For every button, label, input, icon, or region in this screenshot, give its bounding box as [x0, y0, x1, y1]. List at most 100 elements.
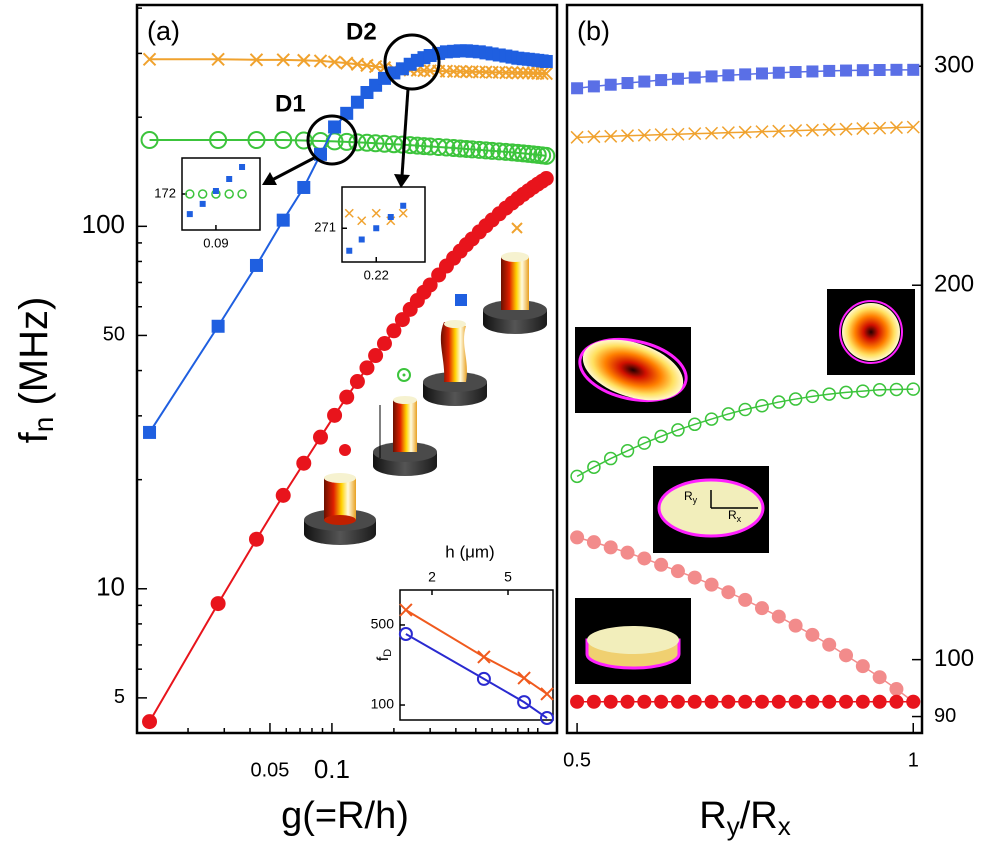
marker: [637, 551, 652, 566]
marker: [856, 122, 870, 136]
y-tick-label: 500: [371, 616, 395, 632]
marker: [704, 694, 719, 709]
marker: [540, 711, 555, 726]
marker: [738, 592, 753, 607]
x-tick-label: 0.1: [314, 754, 350, 784]
annotation: D2: [346, 18, 377, 45]
marker: [570, 469, 584, 484]
marker: [313, 54, 328, 68]
marker: [451, 139, 470, 158]
marker: [620, 444, 635, 458]
marker: [654, 694, 669, 709]
marker: [655, 74, 668, 87]
marker: [721, 585, 736, 600]
marker: [414, 137, 433, 156]
marker: [211, 52, 225, 66]
marker: [772, 66, 785, 79]
annotation-arrows: [262, 33, 441, 188]
marker: [376, 336, 392, 352]
marker: [570, 694, 585, 709]
marker: [511, 66, 525, 80]
arrow: [271, 156, 315, 182]
y-tick-label: 100: [371, 696, 395, 712]
marker: [738, 402, 752, 417]
marker: [789, 124, 803, 138]
marker: [490, 142, 509, 161]
marker: [247, 131, 266, 150]
marker: [143, 425, 157, 439]
marker: [771, 694, 786, 709]
marker: [906, 694, 921, 709]
y-tick-label: 271: [314, 220, 336, 235]
marker: [463, 140, 482, 159]
marker: [638, 75, 651, 88]
plot-frame: [341, 186, 426, 263]
marker: [211, 319, 225, 333]
marker: [721, 694, 736, 709]
marker: [907, 63, 920, 76]
mode-renders: [304, 252, 547, 545]
marker: [496, 142, 515, 161]
marker: [788, 618, 803, 633]
marker: [705, 126, 719, 140]
marker: [839, 694, 854, 709]
marker: [142, 714, 158, 730]
marker: [687, 417, 702, 432]
marker: [840, 64, 853, 77]
marker: [327, 55, 342, 69]
x-tick-label: 0.09: [203, 235, 228, 250]
marker: [738, 694, 753, 709]
y-tick-label: 5: [114, 686, 125, 708]
marker: [297, 53, 311, 68]
y-tick-label: 90: [934, 705, 956, 727]
marker: [755, 125, 769, 139]
marker: [687, 694, 702, 709]
marker: [476, 671, 491, 686]
highlight: [306, 114, 358, 166]
marker: [398, 627, 413, 642]
marker: [822, 387, 836, 401]
marker: [805, 389, 820, 404]
marker: [239, 164, 246, 170]
marker: [357, 133, 376, 152]
x-axis-title: g(=R/h): [281, 795, 409, 837]
marker: [620, 129, 635, 143]
marker: [540, 687, 554, 701]
marker: [212, 188, 219, 194]
marker: [297, 180, 311, 194]
marker: [839, 385, 853, 400]
marker: [906, 382, 921, 396]
marker: [368, 348, 384, 364]
marker: [249, 258, 263, 272]
x-axis-title: Ry/Rx: [699, 795, 790, 841]
arrowhead: [394, 174, 410, 188]
marker: [328, 120, 342, 134]
marker: [704, 577, 719, 592]
x-tick-label: 0.5: [563, 749, 591, 771]
marker: [822, 637, 837, 652]
marker: [539, 66, 553, 81]
plot-frame: [565, 3, 924, 735]
marker: [670, 564, 685, 579]
y-tick-label: 100: [82, 209, 125, 239]
marker: [805, 627, 820, 642]
marker: [604, 129, 618, 143]
marker: [226, 176, 233, 182]
marker: [375, 134, 394, 153]
marker: [470, 140, 489, 159]
marker: [359, 360, 375, 376]
marker: [805, 694, 820, 709]
inset-y-title: fD: [375, 649, 394, 661]
marker: [476, 141, 495, 160]
marker: [479, 65, 493, 79]
marker: [586, 694, 601, 709]
marker: [348, 133, 367, 152]
marker: [394, 312, 410, 328]
x-tick-label: 0.05: [250, 759, 289, 781]
marker: [872, 670, 887, 685]
marker: [312, 429, 328, 445]
marker: [538, 171, 554, 187]
marker: [704, 412, 719, 426]
marker: [889, 682, 904, 697]
marker: [873, 64, 886, 77]
